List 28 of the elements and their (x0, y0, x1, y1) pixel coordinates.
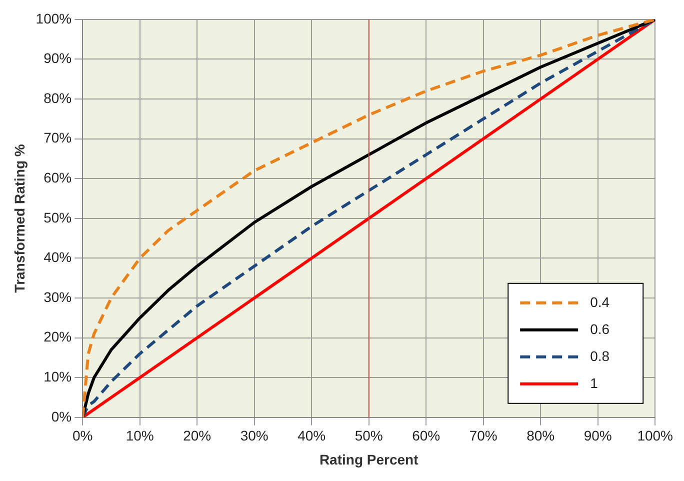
y-tick-label: 50% (44, 209, 72, 226)
x-tick-label: 0% (72, 428, 93, 444)
x-tick-label: 70% (469, 428, 498, 444)
x-tick-label: 40% (298, 428, 326, 444)
x-tick-label: 10% (126, 428, 154, 444)
x-axis-title: Rating Percent (319, 451, 419, 468)
x-tick-label: 60% (412, 428, 440, 444)
x-tick-label: 20% (183, 428, 212, 444)
legend-label: 0.6 (590, 320, 610, 337)
y-tick-label: 80% (44, 90, 72, 106)
y-axis-title: Transformed Rating % (11, 144, 28, 293)
y-tick-label: 70% (44, 130, 72, 146)
legend-label: 0.4 (590, 294, 610, 310)
x-tick-label: 50% (354, 428, 383, 444)
legend-label: 0.8 (590, 348, 610, 364)
x-tick-label: 30% (240, 428, 268, 444)
y-tick-label: 0% (51, 408, 72, 424)
x-tick-label: 100% (637, 428, 674, 444)
y-tick-label: 40% (44, 249, 72, 266)
y-tick-label: 20% (44, 328, 72, 345)
y-tick-label: 30% (44, 288, 72, 305)
y-tick-label: 10% (44, 368, 72, 384)
legend-label: 1 (590, 374, 598, 391)
x-tick-label: 90% (584, 428, 612, 444)
y-tick-label: 100% (36, 10, 72, 26)
y-tick-label: 60% (44, 169, 72, 186)
x-tick-label: 80% (526, 428, 555, 444)
y-tick-label: 90% (44, 50, 72, 66)
